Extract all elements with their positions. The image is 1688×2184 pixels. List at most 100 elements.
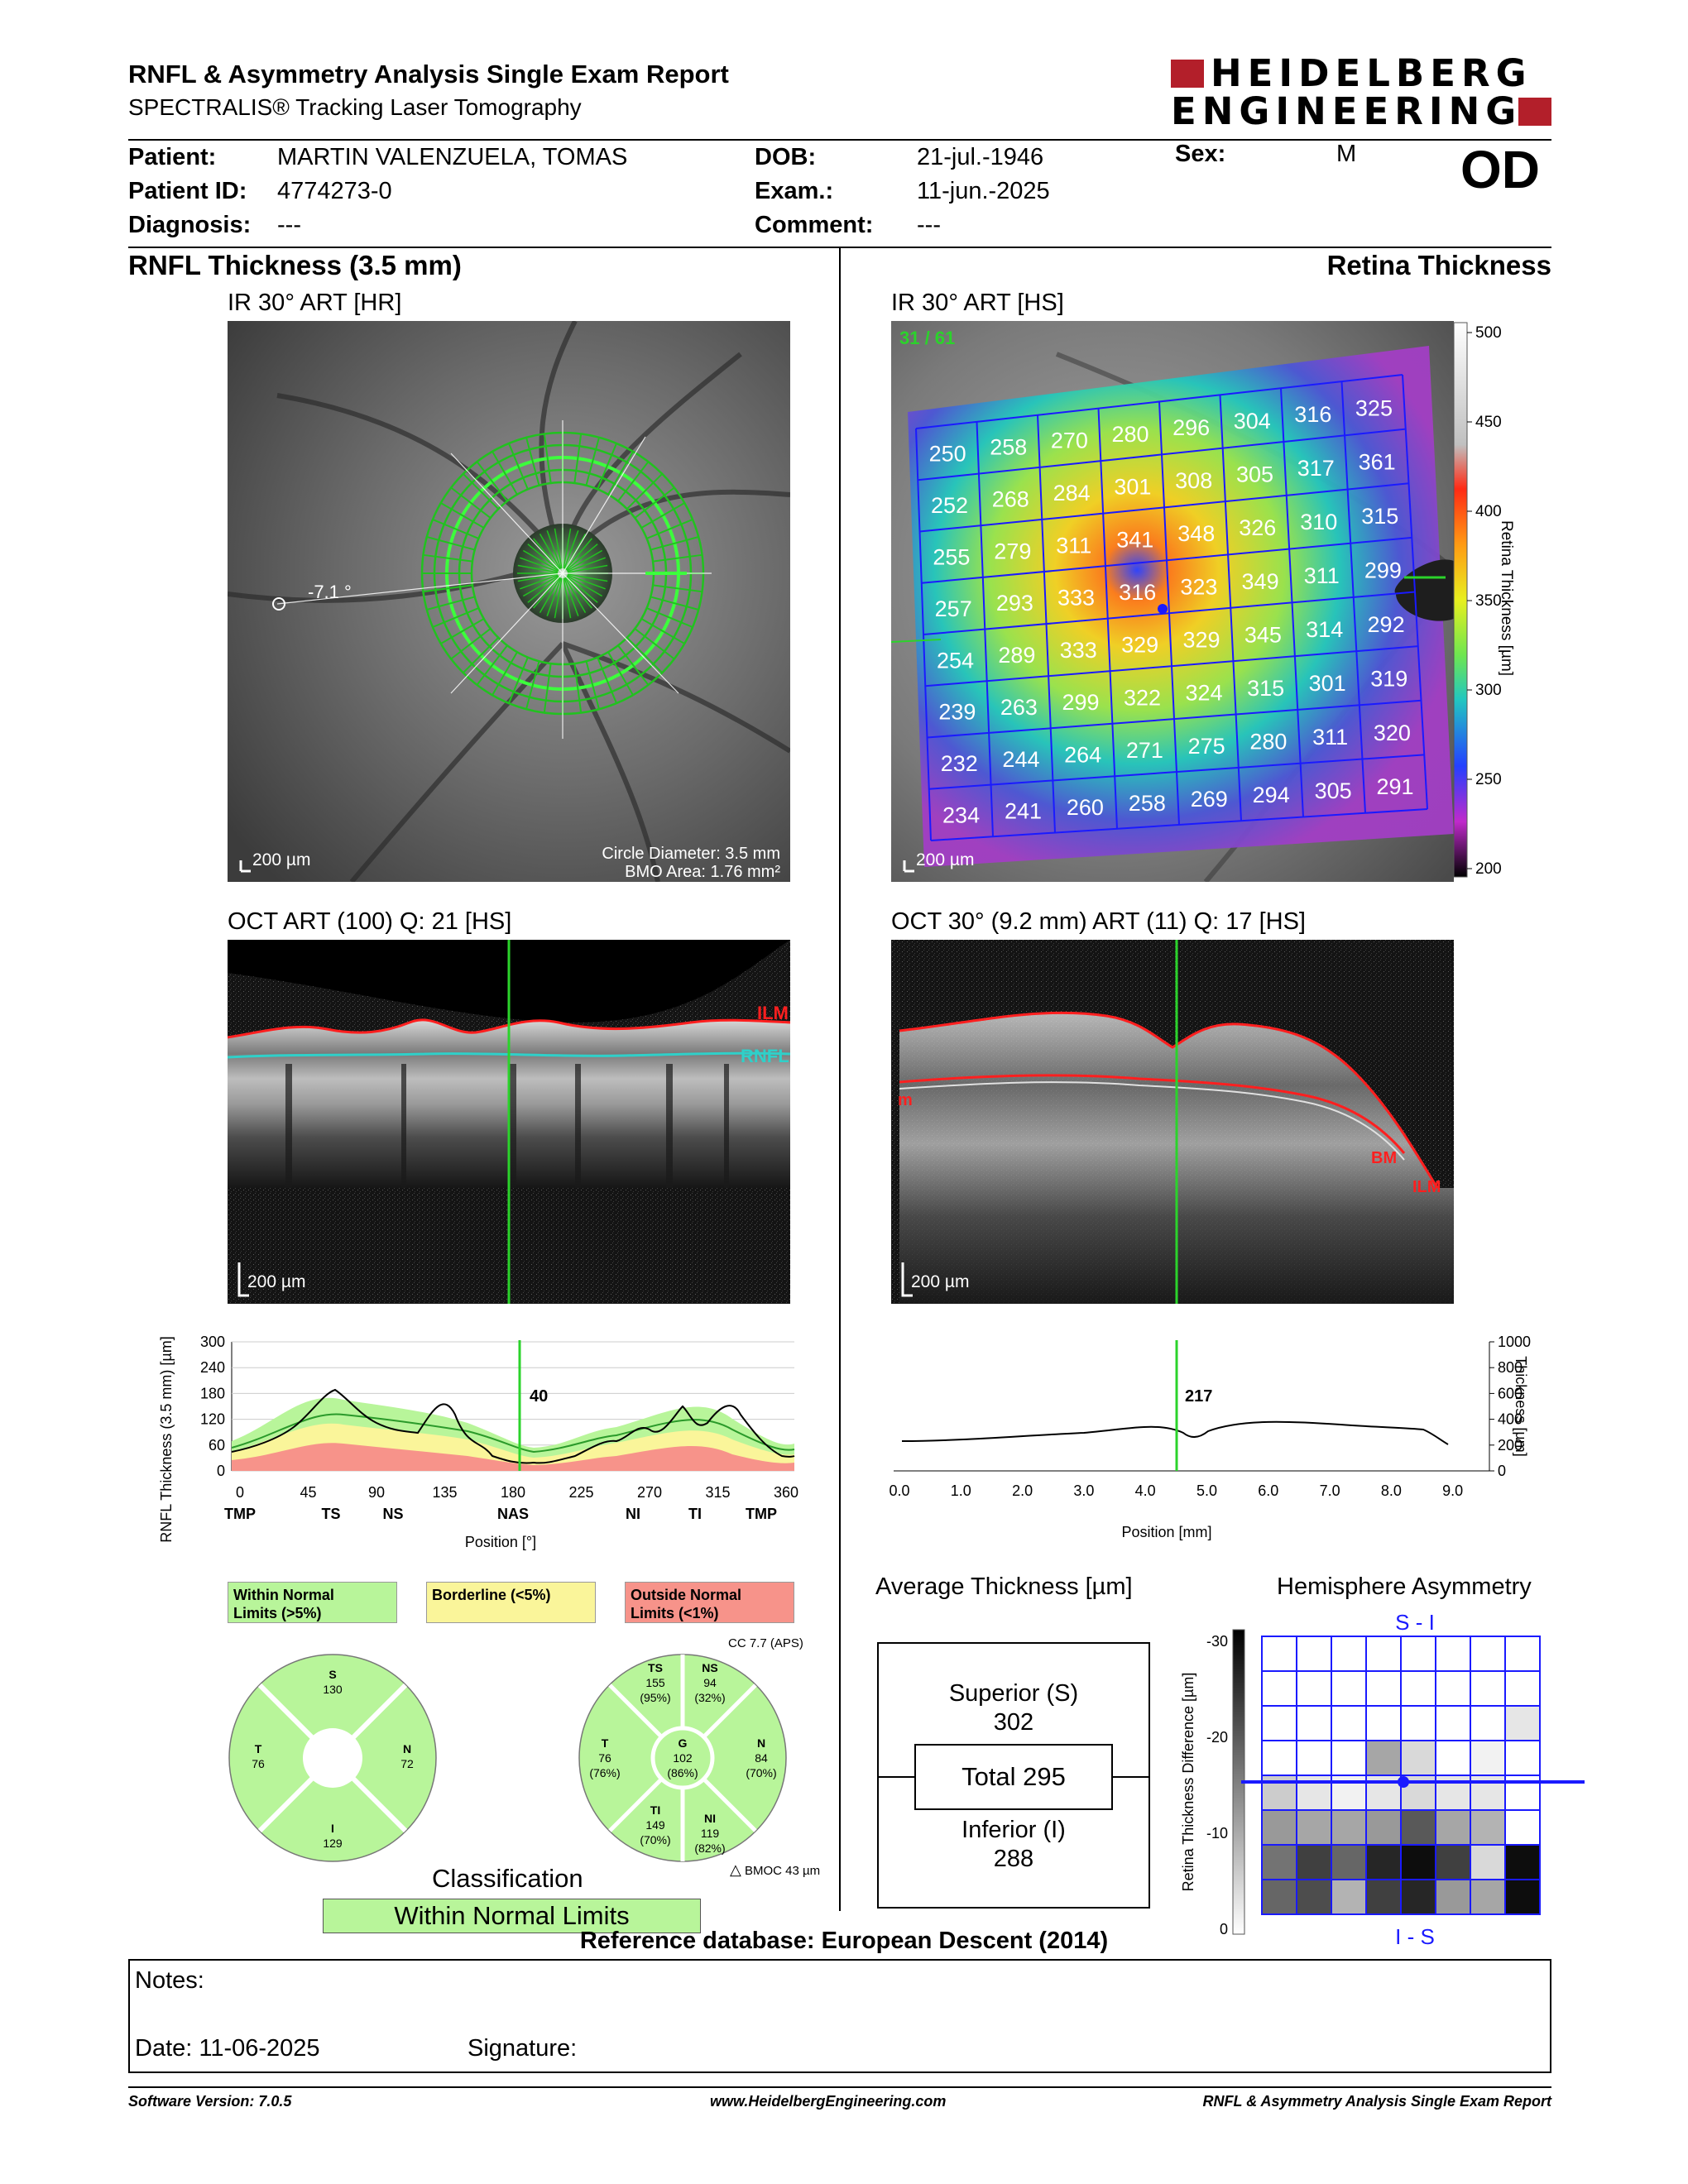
notes-box (128, 1959, 1551, 2073)
asym-cell (1504, 1740, 1541, 1776)
grid-cell-value: 349 (1242, 569, 1279, 594)
eye-label: OD (1460, 140, 1540, 199)
sector-pie-chart: TS 155 (95%) NS 94 (32%) N 84 (70%) NI 1… (578, 1654, 787, 1862)
grid-cell-value: 299 (1364, 558, 1402, 583)
asym-cell (1470, 1670, 1506, 1707)
grid-cell-value: 311 (1304, 563, 1340, 588)
grid-cell-value: 325 (1355, 395, 1393, 420)
pie6-ns-value: 94 (703, 1676, 717, 1689)
asym-cell (1435, 1740, 1471, 1776)
header-divider (128, 139, 1551, 141)
grid-cell-value: 301 (1309, 671, 1346, 696)
logo-red-block-bottom (1518, 98, 1551, 126)
asym-cell (1435, 1809, 1471, 1846)
grid-cell-value: 315 (1247, 676, 1284, 701)
thickness-ytick: 0 (1498, 1463, 1506, 1479)
avg-inferior: Inferior (I) 288 (877, 1816, 1150, 1874)
avg-thickness-box (877, 1642, 1150, 1909)
asym-cell (1365, 1879, 1402, 1915)
grid-cell-value: 316 (1294, 402, 1331, 427)
left-ir-title: IR 30° ART [HR] (228, 290, 402, 316)
ir-bmo-area: BMO Area: 1.76 mm² (625, 863, 780, 881)
date-label: Date: 11-06-2025 (135, 2035, 320, 2062)
grid-cell-value: 319 (1370, 666, 1407, 691)
grid-cell-value: 311 (1312, 725, 1348, 750)
asym-cell (1470, 1844, 1506, 1880)
legend-outside: Outside Normal Limits (<1%) (625, 1582, 794, 1623)
grid-cell-value: 263 (1000, 695, 1038, 720)
asymmetry-title: Hemisphere Asymmetry (1277, 1573, 1532, 1600)
rnfl-graph-ylabel: RNFL Thickness (3.5 mm) [µm] (158, 1336, 175, 1542)
grid-cell-value: 252 (931, 493, 968, 518)
asym-cell (1365, 1670, 1402, 1707)
oct-bscan-left: ILM RNFL 200 µm (228, 940, 790, 1304)
rnfl-ytick: 180 (200, 1385, 225, 1401)
asym-cell (1261, 1844, 1297, 1880)
grid-cell-value: 293 (996, 591, 1033, 615)
thickness-xtick: 1.0 (951, 1482, 971, 1499)
grid-cell-value: 260 (1067, 795, 1104, 820)
pie6-ns-label: NS (702, 1661, 717, 1674)
thickness-xtick: 4.0 (1135, 1482, 1156, 1499)
pie6-ti-pct: (70%) (640, 1833, 670, 1846)
inferior-value: 288 (993, 1846, 1034, 1872)
grid-cell-value: 299 (1062, 690, 1099, 715)
legend-borderline: Borderline (<5%) (426, 1582, 596, 1623)
oct-bm-label: BM (1371, 1149, 1397, 1167)
footer-divider (128, 2086, 1551, 2088)
right-oct-title: OCT 30° (9.2 mm) ART (11) Q: 17 [HS] (891, 908, 1306, 935)
colorbar-tick: 200 (1475, 860, 1502, 878)
left-ir-scale: 200 µm (252, 850, 310, 869)
legend-within: Within Normal Limits (>5%) (228, 1582, 397, 1623)
pie6-ti-label: TI (650, 1803, 660, 1817)
grid-cell-value: 280 (1249, 729, 1287, 754)
oct-ilm-label: ILM (757, 1003, 789, 1023)
retina-thickness-map: 250 258 270 280 296 304 316 325 252 268 284 301 308 3… (891, 321, 1454, 882)
thickness-ytick: 600 (1498, 1385, 1523, 1401)
grid-cell-value: 341 (1116, 527, 1153, 552)
grid-cell-value: 333 (1057, 586, 1095, 611)
pie6-bmoc: △ BMOC 43 µm (730, 1861, 820, 1879)
thickness-graph-value: 217 (1185, 1387, 1212, 1406)
superior-value: 302 (993, 1709, 1034, 1736)
asym-top-label: S - I (1395, 1610, 1435, 1635)
rnfl-xtick: 270 (637, 1484, 662, 1501)
patient-divider (128, 247, 1551, 248)
asym-tick: -30 (1206, 1633, 1228, 1650)
patient-id: 4774273-0 (277, 178, 392, 204)
left-oct-title: OCT ART (100) Q: 21 [HS] (228, 908, 512, 935)
footer-url[interactable]: www.HeidelbergEngineering.com (710, 2093, 947, 2110)
right-section-title: Retina Thickness (1326, 250, 1551, 280)
grid-cell-value: 324 (1186, 681, 1223, 706)
grid-cell-value: 264 (1064, 742, 1101, 767)
colorbar-tick: 350 (1475, 592, 1502, 610)
thickness-xtick: 0.0 (889, 1482, 909, 1499)
grid-cell-value: 305 (1236, 462, 1273, 487)
thickness-ytick: 800 (1498, 1359, 1523, 1376)
thickness-ytick: 400 (1498, 1411, 1523, 1428)
pie6-ts-value: 155 (645, 1676, 665, 1689)
rnfl-xtick: 135 (432, 1484, 457, 1501)
thickness-xtick: 2.0 (1012, 1482, 1033, 1499)
rnfl-ytick: 0 (217, 1463, 225, 1479)
grid-cell-value: 348 (1177, 521, 1215, 546)
patient-name: MARTIN VALENZUELA, TOMAS (277, 144, 628, 170)
grid-cell-value: 333 (1060, 638, 1097, 663)
pie4-n-value: 72 (400, 1757, 414, 1770)
grid-cell-value: 322 (1124, 685, 1161, 710)
asym-cell (1296, 1740, 1332, 1776)
grid-cell-value: 280 (1111, 422, 1149, 447)
rnfl-xtick: 315 (705, 1484, 730, 1501)
rnfl-sector-label: NI (626, 1506, 640, 1522)
dob-label: DOB: (755, 144, 817, 170)
patient-labels: Patient: Patient ID: Diagnosis: (128, 141, 251, 242)
rnfl-ytick: 300 (200, 1334, 225, 1350)
rnfl-xtick: 45 (300, 1484, 316, 1501)
pie6-t-label: T (602, 1736, 609, 1750)
rnfl-ytick: 120 (200, 1411, 225, 1428)
grid-cell-value: 294 (1253, 783, 1290, 807)
asym-cell (1331, 1740, 1367, 1776)
avg-thickness-title: Average Thickness [µm] (875, 1573, 1133, 1600)
asym-cell (1296, 1636, 1332, 1672)
grid-cell-value: 345 (1244, 622, 1282, 647)
